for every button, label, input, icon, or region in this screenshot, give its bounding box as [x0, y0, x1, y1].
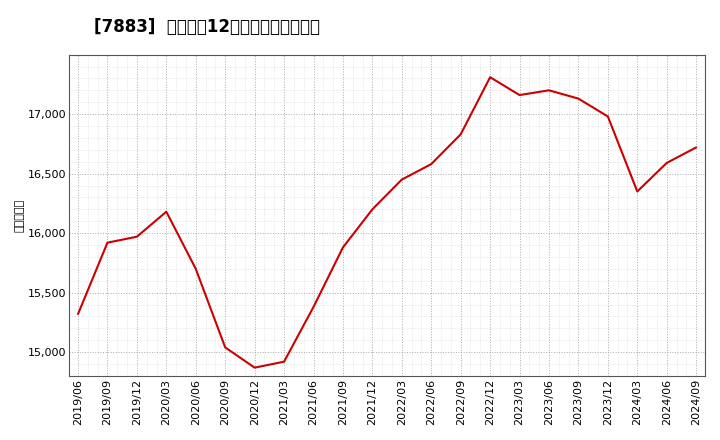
Text: [7883]  売上高の12か月移動合計の推移: [7883] 売上高の12か月移動合計の推移	[94, 18, 320, 36]
Y-axis label: （百万円）: （百万円）	[15, 199, 25, 232]
